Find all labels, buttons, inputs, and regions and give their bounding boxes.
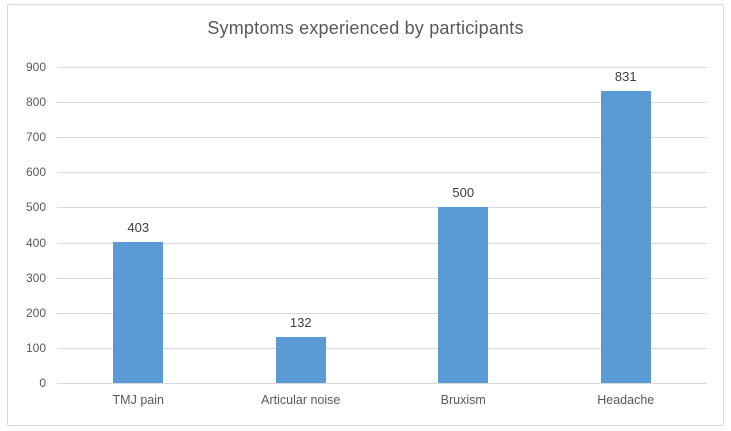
gridline	[57, 348, 707, 349]
data-label: 500	[452, 185, 475, 201]
gridline	[57, 383, 707, 384]
y-axis-tick-label: 900	[25, 60, 46, 74]
x-axis-category-label: Headache	[597, 393, 655, 407]
x-axis-category-label: Articular noise	[261, 393, 341, 407]
bar-bruxism	[438, 207, 489, 383]
gridline	[57, 207, 707, 208]
gridline	[57, 137, 707, 138]
y-axis-tick-label: 500	[25, 200, 46, 214]
bar-headache	[600, 91, 651, 383]
plot-area: 0 100 200 300 400 500 600 700 800 900 403 TMJ pain 1…	[26, 60, 707, 407]
data-label: 831	[614, 69, 637, 85]
y-axis-tick-label: 100	[25, 341, 46, 355]
gridline	[57, 243, 707, 244]
y-axis-tick-label: 300	[25, 271, 46, 285]
bar-tmj-pain	[113, 241, 164, 383]
gridline	[57, 102, 707, 103]
y-axis-tick-label: 600	[25, 165, 46, 179]
data-label: 403	[127, 219, 150, 235]
data-label: 132	[289, 314, 312, 330]
gridline	[57, 172, 707, 173]
bar-articular-noise	[275, 336, 326, 383]
y-axis-tick-label: 400	[25, 236, 46, 250]
y-axis-tick-label: 0	[39, 376, 46, 390]
y-axis-tick-label: 200	[25, 306, 46, 320]
x-axis-category-label: TMJ pain	[112, 393, 164, 407]
gridline	[57, 278, 707, 279]
y-axis-tick-label: 700	[25, 130, 46, 144]
gridline	[57, 67, 707, 68]
x-axis-category-label: Bruxism	[440, 393, 486, 407]
gridline	[57, 313, 707, 314]
chart-title: Symptoms experienced by participants	[207, 18, 524, 38]
y-axis-tick-label: 800	[25, 95, 46, 109]
